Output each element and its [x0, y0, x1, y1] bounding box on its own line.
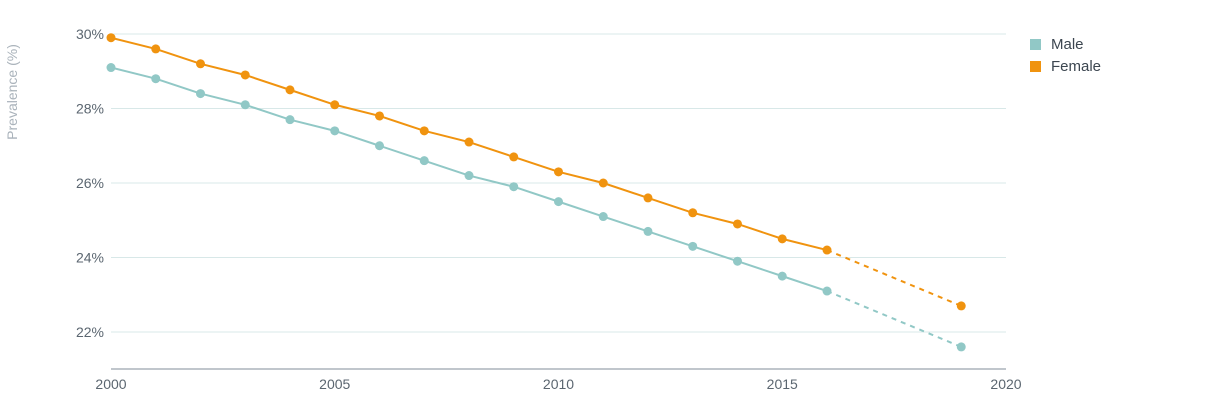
data-point-male	[106, 63, 116, 73]
series-projection-female	[826, 249, 962, 307]
legend-swatch-male	[1030, 38, 1041, 50]
x-axis-tick-labels: 2000 2005 2010 2015 2020	[95, 376, 1021, 392]
data-point-male	[330, 126, 340, 136]
data-point-female	[643, 193, 653, 203]
data-point-male	[419, 156, 429, 166]
legend-item-female[interactable]: Female	[1030, 55, 1101, 77]
x-tick-label: 2005	[319, 376, 350, 392]
data-point-female	[598, 178, 608, 188]
data-point-male	[285, 115, 295, 125]
data-point-female	[733, 219, 742, 229]
legend-item-male[interactable]: Male	[1030, 33, 1101, 55]
data-point-female	[196, 59, 205, 69]
data-point-male	[643, 226, 653, 236]
data-point-male	[688, 241, 698, 251]
data-point-female	[822, 245, 832, 255]
data-point-male	[554, 197, 563, 207]
y-tick-label: 26%	[76, 175, 104, 191]
x-tick-label: 2020	[990, 376, 1021, 392]
y-tick-label: 22%	[76, 324, 104, 340]
data-point-female	[464, 137, 474, 147]
legend-label-female: Female	[1051, 57, 1102, 75]
data-point-male	[733, 256, 742, 266]
legend-label-male: Male	[1051, 35, 1084, 53]
data-point-male	[777, 271, 787, 281]
x-tick-label: 2000	[95, 376, 126, 392]
projection-point-male	[956, 342, 966, 352]
data-point-female	[151, 44, 161, 54]
data-point-female	[419, 126, 429, 136]
data-point-male	[240, 100, 250, 110]
legend-swatch-female	[1030, 60, 1041, 72]
y-tick-label: 28%	[76, 101, 104, 117]
series-group	[106, 33, 966, 352]
x-tick-label: 2015	[767, 376, 798, 392]
x-tick-label: 2010	[543, 376, 574, 392]
projection-point-female	[956, 301, 966, 311]
y-tick-label: 30%	[76, 26, 104, 42]
data-point-female	[554, 167, 563, 177]
data-point-female	[106, 33, 116, 43]
data-point-male	[151, 74, 161, 84]
y-tick-label: 24%	[76, 250, 104, 266]
y-axis-tick-labels: 22% 24% 26% 28% 30%	[76, 26, 104, 340]
data-point-female	[330, 100, 340, 110]
data-point-female	[777, 234, 787, 244]
y-axis-title: Prevalence (%)	[4, 44, 20, 140]
data-point-male	[464, 171, 474, 181]
data-point-male	[196, 89, 205, 99]
data-point-male	[598, 212, 608, 222]
data-point-male	[375, 141, 384, 151]
legend: Male Female	[1030, 33, 1101, 77]
series-projection-male	[826, 290, 962, 348]
data-point-female	[240, 70, 250, 80]
data-point-female	[285, 85, 295, 95]
data-point-female	[688, 208, 698, 218]
data-point-male	[822, 286, 832, 296]
data-point-female	[509, 152, 519, 162]
gridlines	[111, 33, 1006, 333]
data-point-female	[375, 111, 384, 121]
data-point-male	[509, 182, 519, 192]
